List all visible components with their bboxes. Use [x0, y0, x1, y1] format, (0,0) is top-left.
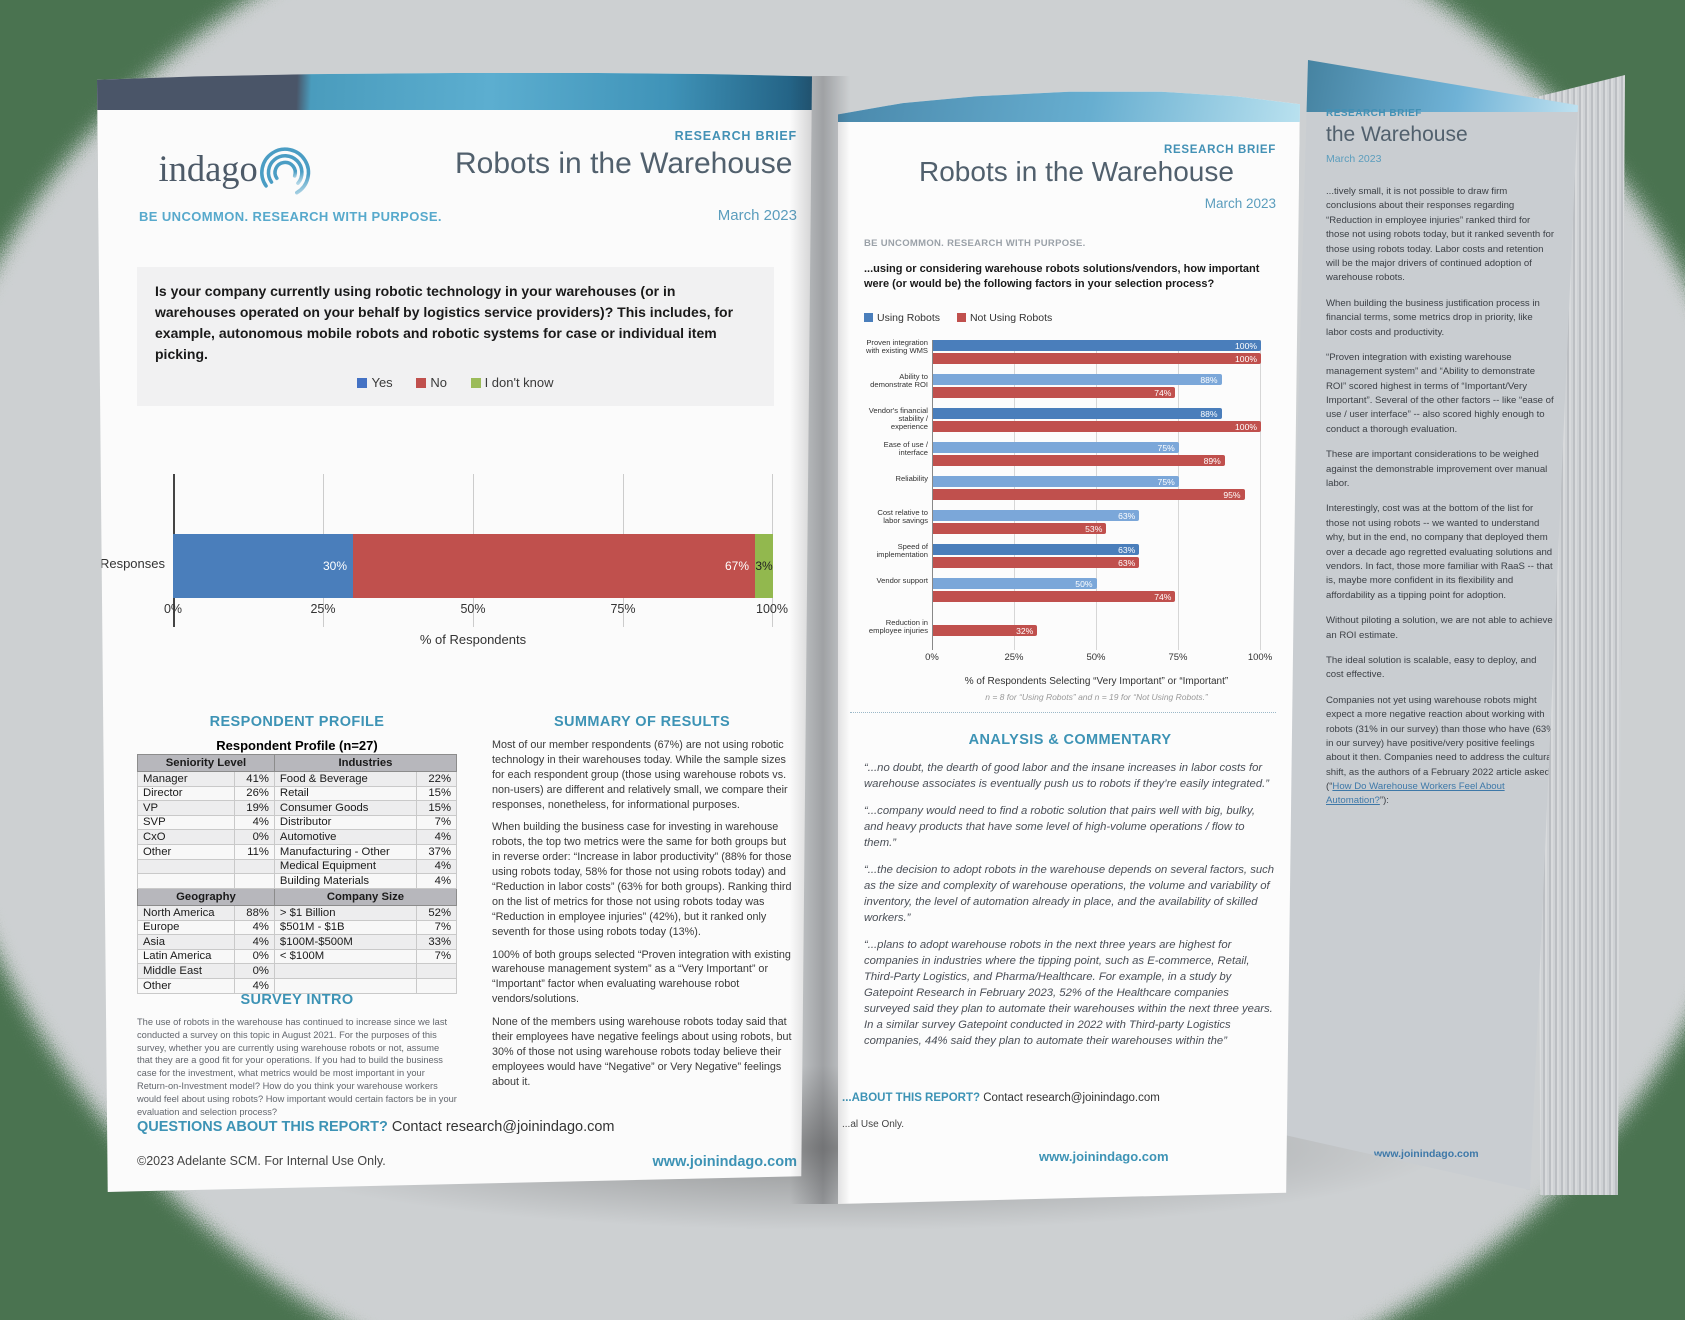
- svg-text:indago: indago: [159, 148, 258, 189]
